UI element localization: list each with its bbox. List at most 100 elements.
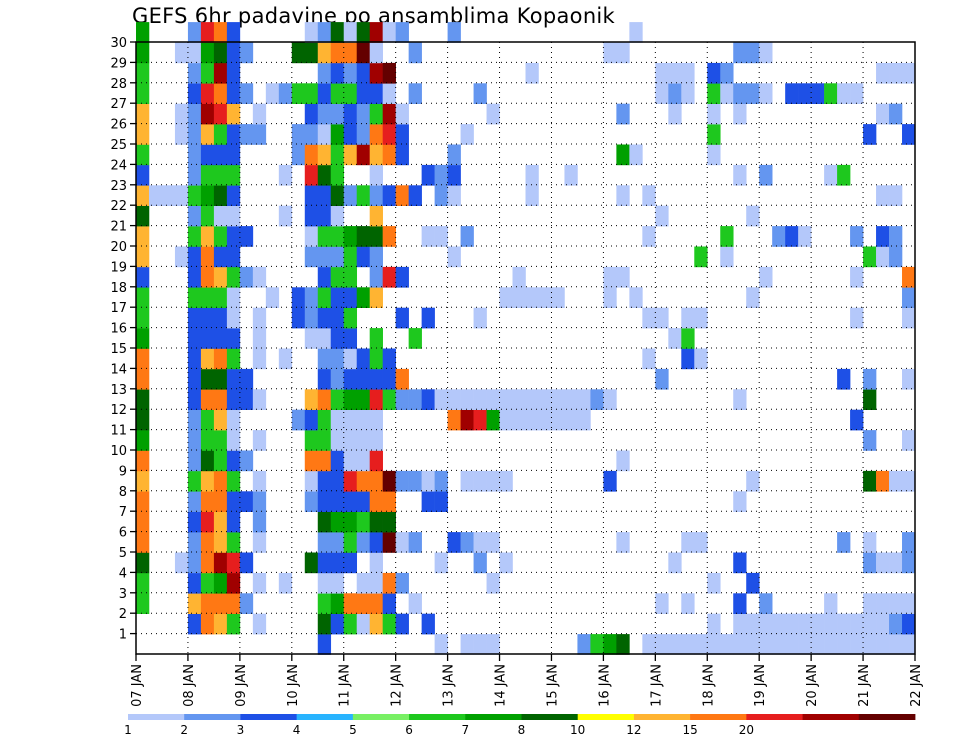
colorbar-label: 3 — [237, 723, 245, 737]
heatmap-cell — [369, 246, 383, 268]
heatmap-cell — [356, 389, 370, 410]
heatmap-cell — [655, 593, 669, 614]
heatmap-cell — [136, 389, 150, 410]
heatmap-cell — [330, 164, 345, 186]
heatmap-cell — [213, 532, 228, 553]
heatmap-cell — [200, 450, 215, 472]
heatmap-cell — [512, 287, 526, 308]
heatmap-cell — [187, 246, 202, 268]
heatmap-cell — [473, 470, 487, 492]
heatmap-cell — [136, 307, 150, 329]
heatmap-cell — [395, 144, 409, 166]
heatmap-cell — [681, 307, 695, 329]
heatmap-cell — [902, 368, 916, 390]
heatmap-cell — [759, 266, 773, 288]
heatmap-cell — [200, 144, 215, 166]
x-tick-label: 17 JAN — [649, 664, 664, 707]
heatmap-cell — [317, 430, 332, 451]
heatmap-cell — [408, 593, 422, 614]
heatmap-cell — [136, 287, 150, 308]
y-tick-label: 14 — [110, 362, 127, 377]
heatmap-cell — [174, 185, 189, 206]
heatmap-cell — [590, 634, 604, 655]
heatmap-cell — [239, 450, 254, 472]
heatmap-cell — [616, 185, 630, 206]
heatmap-cell — [382, 511, 396, 533]
heatmap-cell — [200, 185, 215, 206]
heatmap-cell — [239, 124, 254, 145]
heatmap-cell — [889, 226, 903, 247]
heatmap-cell — [317, 368, 332, 390]
heatmap-cell — [330, 185, 345, 206]
heatmap-cell — [213, 389, 228, 410]
heatmap-cell — [200, 266, 215, 288]
x-tick-label: 15 JAN — [546, 664, 561, 707]
heatmap-cell — [434, 552, 448, 574]
heatmap-cell — [174, 124, 189, 145]
heatmap-cell — [136, 62, 150, 84]
heatmap-cell — [136, 42, 150, 64]
heatmap-cell — [395, 266, 409, 288]
heatmap-cell — [226, 246, 241, 268]
y-tick-label: 26 — [110, 118, 127, 133]
heatmap-cell — [226, 266, 241, 288]
x-tick-label: 18 JAN — [701, 664, 716, 707]
heatmap-cell — [187, 287, 202, 308]
heatmap-cell — [213, 409, 228, 431]
heatmap-cell — [590, 389, 604, 410]
heatmap-cell — [356, 185, 370, 206]
heatmap-cell — [369, 287, 383, 308]
heatmap-cell — [317, 532, 332, 553]
heatmap-cell — [642, 307, 656, 329]
heatmap-cell — [252, 328, 267, 349]
heatmap-cell — [655, 205, 669, 227]
heatmap-cell — [369, 450, 383, 472]
heatmap-cell — [330, 205, 345, 227]
colorbar-swatch — [746, 714, 803, 720]
heatmap-cell — [863, 634, 877, 655]
x-tick-label: 09 JAN — [234, 664, 249, 707]
heatmap-cell — [200, 368, 215, 390]
x-tick-label: 19 JAN — [753, 664, 768, 707]
heatmap-cell — [655, 634, 669, 655]
heatmap-cell — [252, 613, 267, 635]
heatmap-cell — [759, 83, 773, 104]
heatmap-cell — [356, 470, 370, 492]
heatmap-cell — [136, 103, 150, 125]
y-tick-label: 6 — [119, 526, 127, 541]
heatmap-cell — [136, 348, 150, 370]
heatmap-cell — [564, 164, 578, 186]
heatmap-cell — [694, 246, 708, 268]
heatmap-cell — [356, 287, 370, 308]
heatmap-cell — [304, 409, 319, 431]
heatmap-cell — [746, 572, 760, 594]
colorbar-label: 2 — [180, 723, 188, 737]
heatmap-cell — [356, 593, 370, 614]
heatmap-cell — [187, 185, 202, 206]
heatmap-cell — [902, 430, 916, 451]
y-tick-label: 25 — [110, 138, 127, 153]
heatmap-cell — [525, 287, 539, 308]
heatmap-cell — [876, 246, 890, 268]
heatmap-cell — [330, 226, 345, 247]
heatmap-cell — [304, 22, 319, 43]
heatmap-cell — [330, 144, 345, 166]
heatmap-cell — [213, 613, 228, 635]
heatmap-cell — [395, 307, 409, 329]
heatmap-cell — [136, 164, 150, 186]
colorbar-label: 10 — [570, 723, 585, 737]
heatmap-cell — [824, 83, 838, 104]
heatmap-cell — [213, 572, 228, 594]
heatmap-cell — [694, 307, 708, 329]
heatmap-cell — [226, 613, 241, 635]
heatmap-cell — [369, 348, 383, 370]
colorbar-swatch — [240, 714, 298, 720]
heatmap-cell — [746, 287, 760, 308]
heatmap-cell — [317, 266, 332, 288]
heatmap-cell — [473, 552, 487, 574]
heatmap-cell — [200, 103, 215, 125]
heatmap-cell — [136, 450, 150, 472]
heatmap-cell — [317, 205, 332, 227]
heatmap-cell — [200, 164, 215, 186]
heatmap-cell — [577, 634, 591, 655]
